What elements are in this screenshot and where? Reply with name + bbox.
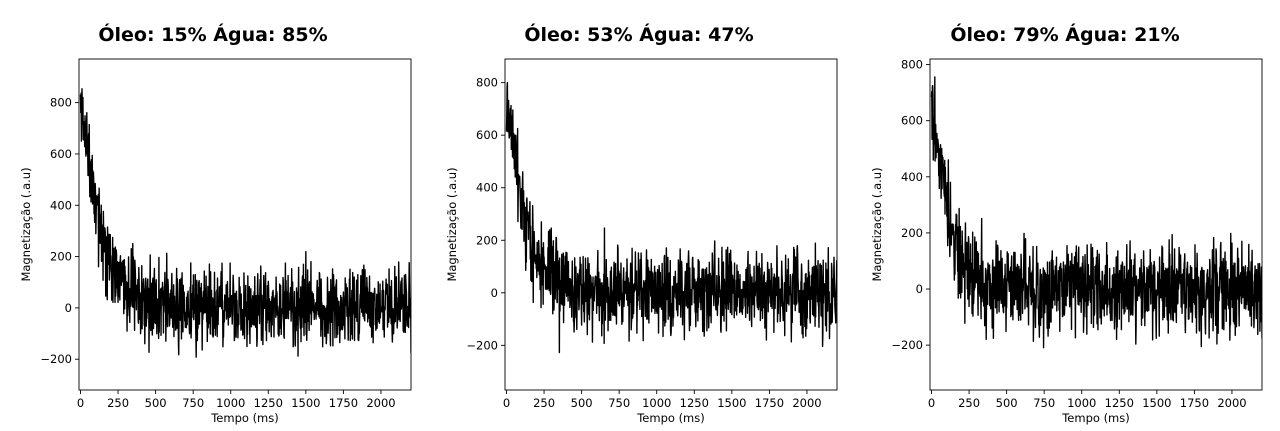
x-tick-label: 1250 [1105,396,1134,410]
y-tick-label: 400 [50,198,72,212]
x-tick-label: 1500 [1142,396,1171,410]
series-line [930,76,1262,349]
chart-panel-1: Óleo: 15% Água: 85% 0 250 500 750 1000 1250 15… [0,0,426,431]
y-axis-label: Magnetização (.a.u) [870,167,884,281]
x-tick-label: 500 [145,396,167,410]
plot-frame [929,58,1263,391]
y-tick-label: 0 [491,286,498,300]
chart-svg: 0 250 500 750 1000 1250 1500 1750 2000 −200 0 200 40… [19,58,412,425]
x-tick-label: 250 [533,396,555,410]
y-tick-label: 200 [476,233,498,247]
y-tick-label: −200 [891,338,923,352]
y-tick-label: −200 [40,352,72,366]
chart-title: Óleo: 79% Água: 21% [950,24,1180,46]
series-line [79,88,411,358]
x-tick-label: 750 [608,396,630,410]
x-tick-label: 2000 [366,396,395,410]
chart-title: Óleo: 53% Água: 47% [524,24,754,46]
x-tick-label: 1000 [1067,396,1096,410]
y-tick-label: 400 [476,181,498,195]
plot-frame [504,58,838,391]
x-tick-label: 750 [1033,396,1055,410]
x-tick-label: 1750 [1180,396,1209,410]
y-axis-label: Magnetização (.a.u) [445,167,459,281]
plot-frame [78,58,412,391]
x-axis-label: Tempo (ms) [1061,411,1130,425]
chart-svg: 0 250 500 750 1000 1250 1500 1750 2000 −200 0 200 40… [445,58,838,425]
chart-svg: 0 250 500 750 1000 1250 1500 1750 2000 −200 0 200 40… [870,58,1263,425]
x-tick-label: 500 [996,396,1018,410]
x-tick-label: 250 [107,396,129,410]
x-tick-label: 0 [928,396,935,410]
series-line [505,81,837,354]
y-tick-label: 600 [901,114,923,128]
y-tick-label: 600 [476,128,498,142]
x-tick-label: 1500 [291,396,320,410]
x-tick-label: 0 [503,396,510,410]
x-tick-label: 250 [958,396,980,410]
x-tick-label: 1000 [216,396,245,410]
x-tick-label: 1250 [680,396,709,410]
y-tick-label: 200 [50,250,72,264]
chart-panel-2: Óleo: 53% Água: 47% 0 250 500 750 1000 1250 15… [426,0,852,431]
x-tick-label: 1750 [329,396,358,410]
x-tick-label: 500 [571,396,593,410]
x-tick-label: 2000 [1217,396,1246,410]
y-tick-label: 400 [901,170,923,184]
x-axis-label: Tempo (ms) [636,411,705,425]
y-tick-label: 800 [901,58,923,72]
y-tick-label: 0 [916,282,923,296]
chart-panel-3: Óleo: 79% Água: 21% 0 250 500 750 1000 1250 15… [852,0,1278,431]
x-tick-label: 1250 [254,396,283,410]
y-tick-label: 600 [50,147,72,161]
x-tick-label: 1750 [755,396,784,410]
x-tick-label: 0 [77,396,84,410]
y-tick-label: −200 [466,338,498,352]
chart-title: Óleo: 15% Água: 85% [98,24,328,46]
y-tick-label: 200 [901,226,923,240]
x-tick-label: 1000 [642,396,671,410]
x-axis-label: Tempo (ms) [210,411,279,425]
y-tick-label: 0 [65,301,72,315]
y-tick-label: 800 [476,76,498,90]
x-tick-label: 1500 [717,396,746,410]
x-tick-label: 2000 [792,396,821,410]
y-tick-label: 800 [50,96,72,110]
y-axis-label: Magnetização (.a.u) [19,167,33,281]
x-tick-label: 750 [182,396,204,410]
